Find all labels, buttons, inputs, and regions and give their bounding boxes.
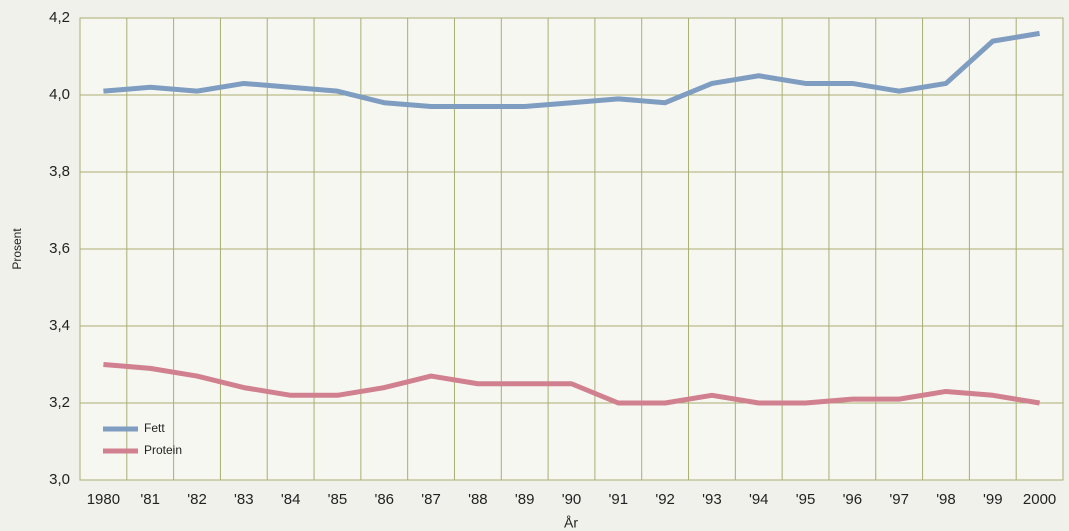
x-tick-label: '83 xyxy=(234,491,254,508)
x-tick-label: '84 xyxy=(281,491,301,508)
legend-label: Fett xyxy=(144,421,165,435)
y-axis-label: Prosent xyxy=(10,228,24,270)
legend-label: Protein xyxy=(144,443,182,457)
x-tick-label: '82 xyxy=(187,491,207,508)
x-tick-label: '96 xyxy=(843,491,863,508)
x-tick-label: 2000 xyxy=(1023,491,1056,508)
y-tick-label: 4,0 xyxy=(49,86,70,103)
y-tick-label: 3,0 xyxy=(49,471,70,488)
line xyxy=(103,362,1041,406)
x-axis-label: År xyxy=(564,515,578,531)
x-tick-label: '87 xyxy=(421,491,441,508)
y-tick-label: 4,2 xyxy=(49,9,70,26)
y-tick-label: 3,4 xyxy=(49,317,70,334)
y-tick-label: 3,6 xyxy=(49,240,70,257)
x-tick-label: '98 xyxy=(936,491,956,508)
x-tick-label: '97 xyxy=(889,491,909,508)
x-tick-label: '91 xyxy=(609,491,629,508)
x-tick-label: '81 xyxy=(140,491,160,508)
x-tick-label: 1980 xyxy=(87,491,120,508)
x-tick-label: '86 xyxy=(374,491,394,508)
x-tick-label: '90 xyxy=(562,491,582,508)
x-tick-label: '92 xyxy=(655,491,675,508)
x-tick-label: '93 xyxy=(702,491,722,508)
x-tick-label: '89 xyxy=(515,491,535,508)
y-tick-label: 3,8 xyxy=(49,163,70,180)
x-tick-label: '85 xyxy=(328,491,348,508)
line xyxy=(103,30,1041,110)
x-tick-label: '99 xyxy=(983,491,1003,508)
x-tick-label: '95 xyxy=(796,491,816,508)
x-tick-label: '88 xyxy=(468,491,488,508)
y-tick-label: 3,2 xyxy=(49,394,70,411)
x-tick-label: '94 xyxy=(749,491,769,508)
